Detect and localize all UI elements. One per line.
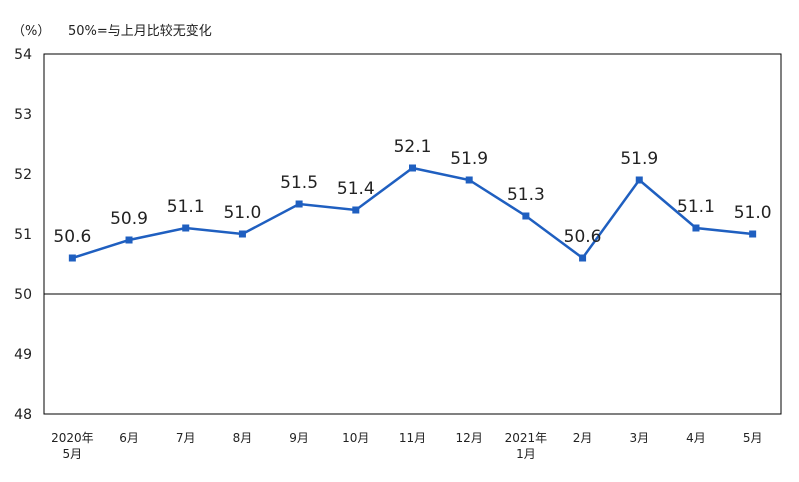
data-point bbox=[182, 224, 190, 232]
x-tick-label: 8月 bbox=[233, 431, 253, 445]
data-point bbox=[295, 200, 303, 208]
y-tick-label: 52 bbox=[14, 167, 32, 183]
data-label: 51.9 bbox=[450, 149, 488, 169]
x-tick-label: 7月 bbox=[176, 431, 196, 445]
y-tick-label: 54 bbox=[14, 47, 32, 63]
x-tick-label: 6月 bbox=[119, 431, 139, 445]
data-label: 51.1 bbox=[167, 197, 205, 217]
data-point bbox=[465, 176, 473, 184]
x-tick-label: 1月 bbox=[516, 447, 536, 461]
x-tick-label: 9月 bbox=[289, 431, 309, 445]
y-tick-label: 50 bbox=[14, 287, 32, 303]
x-tick-label: 5月 bbox=[743, 431, 763, 445]
data-point bbox=[125, 236, 133, 244]
x-tick-label: 3月 bbox=[629, 431, 649, 445]
data-label: 51.5 bbox=[280, 173, 318, 193]
y-tick-label: 48 bbox=[14, 407, 32, 423]
y-unit-label: （%） bbox=[12, 24, 51, 39]
data-label: 51.3 bbox=[507, 185, 545, 205]
x-tick-label: 5月 bbox=[63, 447, 83, 461]
data-label: 51.9 bbox=[620, 149, 658, 169]
x-tick-label: 2021年 bbox=[505, 431, 548, 445]
reference-note: 50%=与上月比较无变化 bbox=[68, 24, 212, 39]
data-point bbox=[68, 254, 76, 262]
data-label: 51.0 bbox=[223, 203, 261, 223]
data-label: 50.9 bbox=[110, 209, 148, 229]
data-label: 50.6 bbox=[564, 227, 602, 247]
plot-frame bbox=[43, 53, 782, 415]
data-point bbox=[579, 254, 587, 262]
y-tick-label: 49 bbox=[14, 347, 32, 363]
x-tick-label: 12月 bbox=[456, 431, 483, 445]
y-tick-label: 51 bbox=[14, 227, 32, 243]
data-label: 50.6 bbox=[53, 227, 91, 247]
data-label: 51.4 bbox=[337, 179, 375, 199]
x-tick-label: 2020年 bbox=[51, 431, 94, 445]
y-tick-label: 53 bbox=[14, 107, 32, 123]
data-point bbox=[749, 230, 757, 238]
data-label: 51.0 bbox=[734, 203, 772, 223]
x-tick-label: 11月 bbox=[399, 431, 426, 445]
x-tick-label: 2月 bbox=[573, 431, 593, 445]
data-point bbox=[352, 206, 360, 214]
x-tick-label: 4月 bbox=[686, 431, 706, 445]
data-point bbox=[635, 176, 643, 184]
data-point bbox=[692, 224, 700, 232]
data-label: 51.1 bbox=[677, 197, 715, 217]
x-tick-label: 10月 bbox=[342, 431, 369, 445]
data-point bbox=[522, 212, 530, 220]
data-label: 52.1 bbox=[394, 137, 432, 157]
data-point bbox=[238, 230, 246, 238]
data-point bbox=[409, 164, 416, 172]
